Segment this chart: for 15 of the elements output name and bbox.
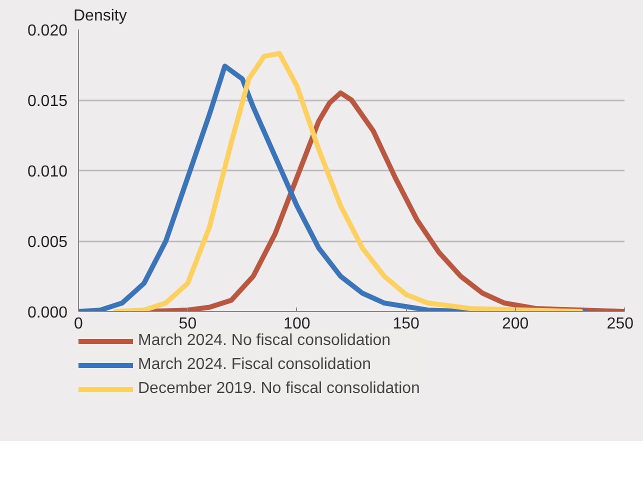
y-tick-label: 0.015	[27, 93, 68, 110]
x-tick-label: 250	[606, 316, 634, 332]
legend-label: March 2024. No fiscal consolidation	[138, 331, 391, 351]
x-tick-label: 50	[178, 316, 197, 332]
legend-label: December 2019. No fiscal consolidation	[138, 379, 420, 399]
x-tick-label: 0	[74, 316, 84, 332]
x-tick-label: 100	[284, 316, 310, 332]
x-tick-label: 200	[502, 316, 529, 332]
y-tick-label: 0.020	[27, 22, 68, 40]
y-axis-title: Density	[74, 8, 127, 24]
y-tick-label: 0.010	[27, 164, 68, 180]
y-tick-label: 0.005	[27, 234, 68, 251]
y-tick-label: 0.000	[27, 304, 68, 322]
x-tick-label: 150	[392, 316, 420, 332]
legend-label: March 2024. Fiscal consolidation	[138, 355, 372, 375]
